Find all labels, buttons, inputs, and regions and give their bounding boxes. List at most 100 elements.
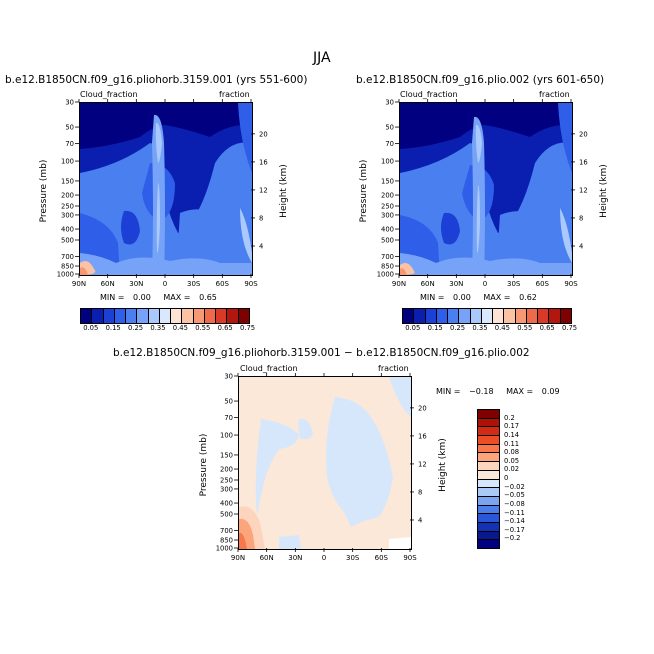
panel-3-y-right-tick-label: 4 [418,516,422,524]
panel-2-stats: MIN = 0.00 MAX = 0.62 [420,293,537,302]
panel-1-stats: MIN = 0.00 MAX = 0.65 [100,293,217,302]
panel-2-colorbar-swatch [493,309,505,323]
panel-3-colorbar-swatch [478,522,499,532]
panel-2-right-subtitle: fraction [539,90,570,99]
panel-1-colorbar-swatch [227,309,239,323]
panel-3-y-right-tick-label: 12 [418,460,427,468]
panel-1-colorbar-label: 0.55 [195,324,211,332]
panel-1-y-tick-label: 200 [61,191,74,199]
panel-3-y-tick-label: 50 [224,397,233,405]
panel-2-colorbar-swatch [549,309,561,323]
panel-3-y-tick-label: 1000 [216,544,233,552]
panel-1-colorbar-label: 0.65 [217,324,233,332]
panel-2-y-right-tick-label: 16 [579,158,588,166]
panel-3-colorbar-label: 0.05 [504,456,520,465]
panel-2-x-tick-label: 60S [536,280,550,288]
panel-2-ylabel: Pressure (mb) [359,159,369,223]
panel-1-y-right-tick-label: 20 [259,130,268,138]
panel-3-colorbar-label: 0 [504,474,509,482]
panel-3-y-tick-label: 300 [220,485,233,493]
panel-1-colorbar-swatch [126,309,138,323]
panel-1-y-tick-label: 700 [61,253,74,261]
panel-2-colorbar-swatch [459,309,471,323]
panel-2-y-tick-label: 1000 [377,270,394,278]
panel-1-colorbar-label: 0.05 [83,324,99,332]
panel-3-x-tick-label: 90N [231,554,245,562]
panel-2-plot-area [399,102,573,276]
panel-1-max-value: 0.65 [199,293,217,302]
panel-3-colorbar-swatch [478,453,499,463]
panel-1-colorbar-swatch [114,309,127,323]
panel-3-colorbar-swatch [478,514,499,523]
panel-1-colorbar-swatch [216,309,228,323]
panel-2-y-tick-label: 30 [385,98,394,106]
panel-2-x-tick-label: 30N [449,280,463,288]
panel-2-max-label: MAX = [483,293,511,302]
panel-1-colorbar-labels: 0.05 0.15 0.25 0.35 0.45 0.55 0.65 0.75 [80,324,255,334]
panel-3-field [239,377,411,549]
panel-1-x-tick-label: 90N [72,280,86,288]
panel-1-min-label: MIN = [100,293,125,302]
panel-2-colorbar-label: 0.65 [539,324,555,332]
panel-3-y-tick-label: 250 [220,476,233,484]
panel-3-colorbar-swatch [478,496,499,506]
panel-3-x-tick-label: 60N [260,554,274,562]
panel-1-colorbar-swatch [148,309,160,323]
panel-3-min-label: MIN = [436,387,461,396]
panel-1-x-tick-label: 60N [101,280,115,288]
panel-1-colorbar-swatch [81,309,93,323]
panel-3-y-tick-label: 850 [220,536,233,544]
panel-3-y-right-tick-label: 20 [418,404,427,412]
panel-2-colorbar-swatch [515,309,527,323]
panel-3-colorbar-swatch [478,479,499,489]
panel-3-colorbar-label: −0.11 [504,508,525,517]
panel-3-axes: 90N 60N 30N 0 30S 60S 90S 30 50 70 100 150 200 250300… [216,372,427,562]
panel-1-x-tick-label: 30N [129,280,143,288]
panel-1-title: b.e12.B1850CN.f09_g16.pliohorb.3159.001 … [5,74,308,86]
panel-3-colorbar-label: 0.11 [504,439,520,448]
panel-3-colorbar-label: −0.14 [504,517,525,526]
panel-1-y-right-tick-label: 12 [259,186,268,194]
panel-2-field [400,103,572,275]
panel-1-colorbar-swatch [159,309,172,323]
panel-2-colorbar-swatch [481,309,494,323]
panel-3-y-tick-label: 500 [220,510,233,518]
panel-1-colorbar-label: 0.25 [128,324,144,332]
panel-2-y-tick-label: 700 [381,253,394,261]
panel-1-y-tick-label: 150 [61,177,74,185]
panel-3-y-tick-label: 70 [224,414,233,422]
panel-3-colorbar-label: 0.14 [504,430,520,439]
panel-2-colorbar-label: 0.25 [450,324,466,332]
panel-2-y-tick-label: 250 [381,202,394,210]
panel-2-x-tick-label: 30S [507,280,521,288]
panel-2-colorbar-swatch [526,309,539,323]
panel-2-colorbar-label: 0.15 [427,324,443,332]
panel-1-y-tick-label: 500 [61,236,74,244]
panel-1-y-tick-label: 850 [61,262,74,270]
panel-2-y-tick-label: 400 [381,225,394,233]
panel-2-x-tick-label: 90S [564,280,578,288]
panel-3-colorbar [477,409,500,549]
panel-1-x-tick-label: 60S [216,280,230,288]
panel-3-x-tick-label: 90S [403,554,417,562]
panel-2-left-subtitle: Cloud_fraction [400,90,458,99]
panel-2-colorbar-swatch [470,309,482,323]
panel-3-max-value: 0.09 [541,387,560,396]
panel-3-colorbar-label: 0.2 [504,413,515,422]
panel-3-y-tick-label: 400 [220,499,233,507]
panel-2-colorbar-swatch [538,309,550,323]
panel-3-colorbar-label: 0.02 [504,465,520,474]
panel-3-left-subtitle: Cloud_fraction [240,364,298,373]
panel-2-colorbar-swatch [436,309,449,323]
panel-1-colorbar-swatch [103,309,115,323]
panel-3-colorbar-swatch [478,418,499,428]
panel-3-y-tick-label: 100 [220,431,233,439]
panel-3-y-right-tick-label: 8 [418,488,422,496]
panel-3-colorbar-swatch [478,444,499,454]
panel-1-x-tick-label: 0 [163,280,167,288]
panel-3-y-tick-label: 700 [220,527,233,535]
panel-2-max-value: 0.62 [519,293,537,302]
panel-3-stats: MIN = −0.18 MAX = 0.09 [436,387,560,396]
panel-1-plot-area [79,102,253,276]
panel-1-field [80,103,252,275]
